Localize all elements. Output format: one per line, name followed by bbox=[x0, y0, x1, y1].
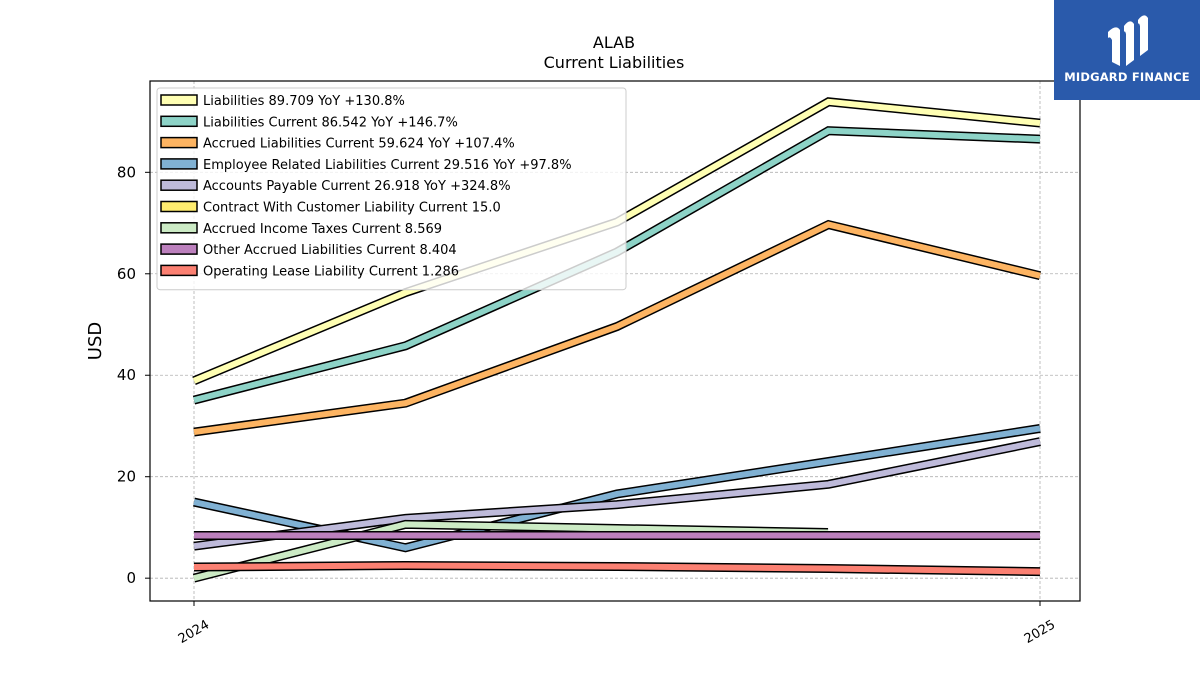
legend-entry: Accrued Liabilities Current 59.624 YoY +… bbox=[203, 137, 515, 152]
series-line bbox=[193, 438, 1041, 550]
legend-entry: Accounts Payable Current 26.918 YoY +324… bbox=[203, 179, 511, 194]
chart-subtitle: Current Liabilities bbox=[544, 53, 685, 72]
y-tick-label: 60 bbox=[117, 265, 136, 283]
legend-entry: Operating Lease Liability Current 1.286 bbox=[203, 264, 459, 279]
legend-box bbox=[156, 87, 627, 291]
legend-entry: Liabilities Current 86.542 YoY +146.7% bbox=[203, 115, 458, 130]
y-axis-ticks: 0 20 40 60 80 bbox=[117, 163, 150, 587]
legend-swatch bbox=[160, 115, 198, 128]
series-line bbox=[193, 221, 1041, 436]
x-tick-label: 2025 bbox=[1022, 617, 1058, 647]
legend-swatch bbox=[160, 264, 198, 277]
legend: Liabilities 89.709 YoY +130.8% Liabilitie… bbox=[156, 87, 627, 291]
legend-swatch bbox=[160, 158, 198, 170]
legend-swatch bbox=[160, 136, 198, 149]
legend-swatch bbox=[160, 243, 198, 255]
legend-entry: Other Accrued Liabilities Current 8.404 bbox=[203, 243, 457, 258]
legend-swatch bbox=[160, 222, 198, 234]
legend-swatch bbox=[160, 200, 198, 213]
series-line bbox=[193, 521, 829, 582]
x-tick-label: 2024 bbox=[176, 617, 212, 647]
legend-entry: Accrued Income Taxes Current 8.569 bbox=[203, 222, 442, 237]
y-tick-label: 40 bbox=[117, 366, 136, 384]
y-tick-label: 0 bbox=[126, 569, 136, 587]
legend-entry: Contract With Customer Liability Current… bbox=[203, 201, 501, 216]
brand-logo: MIDGARD FINANCE bbox=[1054, 0, 1200, 100]
legend-entry: Liabilities 89.709 YoY +130.8% bbox=[203, 94, 405, 109]
y-tick-label: 20 bbox=[117, 468, 136, 486]
series-lines bbox=[192, 97, 1042, 583]
legend-swatch bbox=[160, 179, 198, 191]
legend-entry: Employee Related Liabilities Current 29.… bbox=[203, 158, 572, 173]
y-axis-label: USD bbox=[85, 322, 106, 360]
logo-text: MIDGARD FINANCE bbox=[1064, 70, 1190, 84]
legend-swatch bbox=[160, 94, 198, 106]
logo-mark-icon bbox=[1108, 15, 1148, 66]
series-line bbox=[193, 562, 1041, 575]
x-axis-ticks: 2024 2025 bbox=[176, 601, 1058, 647]
plot-frame bbox=[149, 80, 1081, 602]
y-tick-label: 80 bbox=[117, 163, 136, 181]
chart-title: ALAB bbox=[593, 33, 635, 52]
